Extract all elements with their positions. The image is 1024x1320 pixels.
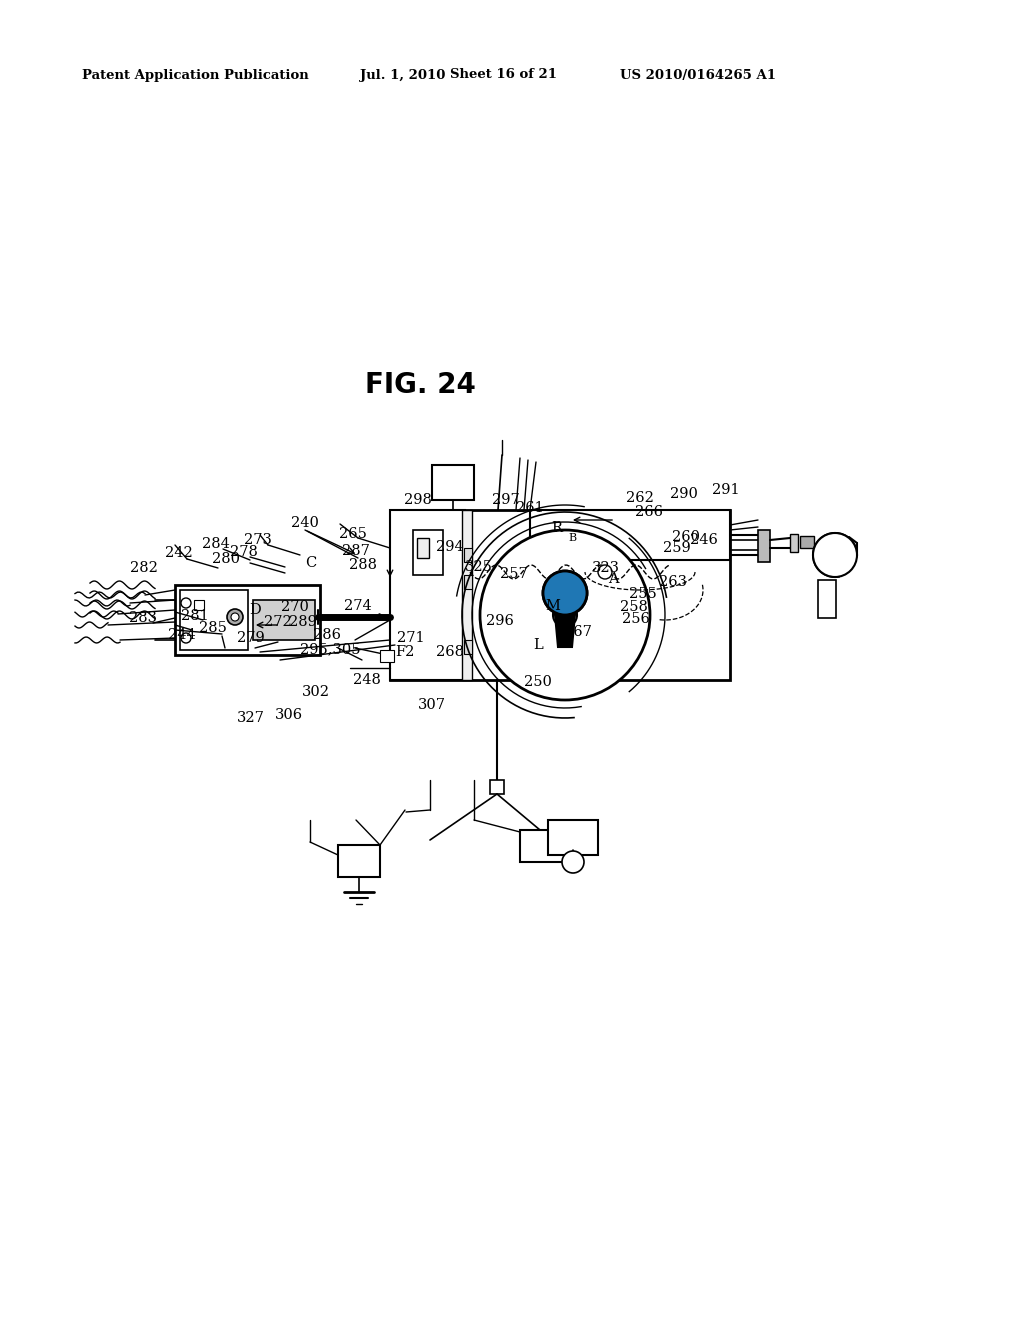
Text: FIG. 24: FIG. 24: [365, 371, 475, 399]
Bar: [338, 845, 380, 876]
Text: 270: 270: [281, 601, 309, 614]
Text: 250: 250: [524, 675, 552, 689]
Text: 294: 294: [436, 540, 464, 554]
Text: 306: 306: [274, 708, 303, 722]
Text: 257: 257: [500, 568, 528, 581]
Text: 307: 307: [418, 698, 446, 711]
Text: F2: F2: [395, 645, 415, 659]
Circle shape: [543, 572, 587, 615]
Text: 325: 325: [465, 560, 493, 574]
Text: 280: 280: [212, 552, 240, 566]
Text: US 2010/0164265 A1: US 2010/0164265 A1: [620, 69, 776, 82]
Circle shape: [181, 634, 191, 643]
Bar: [194, 601, 204, 610]
Text: C: C: [305, 556, 316, 570]
Bar: [548, 820, 598, 855]
Bar: [432, 465, 474, 500]
Text: D: D: [249, 603, 261, 616]
Text: 274: 274: [344, 599, 372, 612]
Text: 268: 268: [436, 645, 464, 659]
Text: 263: 263: [659, 576, 687, 589]
Bar: [464, 548, 472, 562]
Text: 282: 282: [130, 561, 158, 576]
Text: L: L: [534, 638, 543, 652]
Text: 297: 297: [493, 492, 520, 507]
Bar: [413, 531, 443, 576]
Bar: [380, 649, 394, 663]
Text: 262: 262: [626, 491, 654, 506]
Text: 261: 261: [516, 502, 544, 515]
Text: 295,305: 295,305: [300, 642, 360, 656]
Text: 327: 327: [238, 711, 265, 725]
Text: 273: 273: [244, 533, 272, 546]
Circle shape: [181, 598, 191, 609]
Circle shape: [553, 603, 577, 627]
Text: 256: 256: [622, 612, 650, 626]
Text: 291: 291: [712, 483, 739, 498]
Bar: [507, 653, 525, 669]
Text: 242: 242: [165, 546, 193, 560]
Bar: [180, 590, 248, 649]
Circle shape: [813, 533, 857, 577]
Text: 323: 323: [592, 561, 620, 576]
Circle shape: [545, 573, 585, 612]
Text: R: R: [552, 521, 562, 535]
Text: 260: 260: [672, 531, 700, 544]
Text: 244: 244: [168, 628, 196, 642]
Text: 255: 255: [629, 587, 656, 601]
Bar: [464, 576, 472, 589]
Bar: [818, 579, 836, 618]
Circle shape: [231, 612, 239, 620]
Text: 278: 278: [230, 545, 258, 558]
Text: A: A: [607, 572, 618, 586]
Text: 287: 287: [342, 544, 370, 558]
Bar: [390, 510, 730, 680]
Circle shape: [562, 851, 584, 873]
Bar: [520, 830, 568, 862]
Circle shape: [598, 565, 612, 579]
Text: 286: 286: [313, 628, 341, 642]
Bar: [464, 640, 472, 653]
Bar: [790, 535, 798, 552]
Bar: [758, 531, 770, 562]
Text: B: B: [568, 533, 577, 543]
Circle shape: [227, 609, 243, 624]
Text: 271: 271: [397, 631, 425, 645]
Text: 248: 248: [353, 673, 381, 686]
Text: Sheet 16 of 21: Sheet 16 of 21: [450, 69, 557, 82]
Text: 288: 288: [349, 558, 377, 572]
Text: 246: 246: [690, 533, 718, 546]
Bar: [800, 536, 814, 548]
Text: Patent Application Publication: Patent Application Publication: [82, 69, 309, 82]
Text: M: M: [546, 599, 560, 612]
Text: 298: 298: [404, 492, 432, 507]
Text: 267: 267: [564, 624, 592, 639]
Bar: [462, 510, 472, 680]
Text: 272: 272: [264, 615, 292, 630]
Text: Jul. 1, 2010: Jul. 1, 2010: [360, 69, 445, 82]
Bar: [490, 780, 504, 795]
Text: 302: 302: [302, 685, 330, 700]
Text: 289: 289: [289, 615, 317, 630]
Text: 240: 240: [291, 516, 318, 531]
Bar: [530, 510, 730, 560]
Text: 283: 283: [129, 611, 157, 624]
Text: 290: 290: [670, 487, 698, 502]
Text: 258: 258: [621, 601, 648, 614]
Text: 296: 296: [486, 614, 514, 628]
Bar: [175, 585, 319, 655]
Text: 259: 259: [664, 541, 691, 554]
Bar: [253, 601, 315, 640]
Circle shape: [543, 572, 587, 615]
Text: 285: 285: [199, 620, 227, 635]
Bar: [417, 539, 429, 558]
Text: 266: 266: [635, 506, 663, 519]
Text: 284: 284: [202, 537, 230, 550]
Circle shape: [480, 531, 650, 700]
Text: 265: 265: [339, 527, 367, 541]
Text: 281: 281: [181, 609, 209, 623]
Polygon shape: [553, 593, 577, 647]
Text: 279: 279: [238, 631, 265, 645]
Bar: [390, 510, 465, 680]
